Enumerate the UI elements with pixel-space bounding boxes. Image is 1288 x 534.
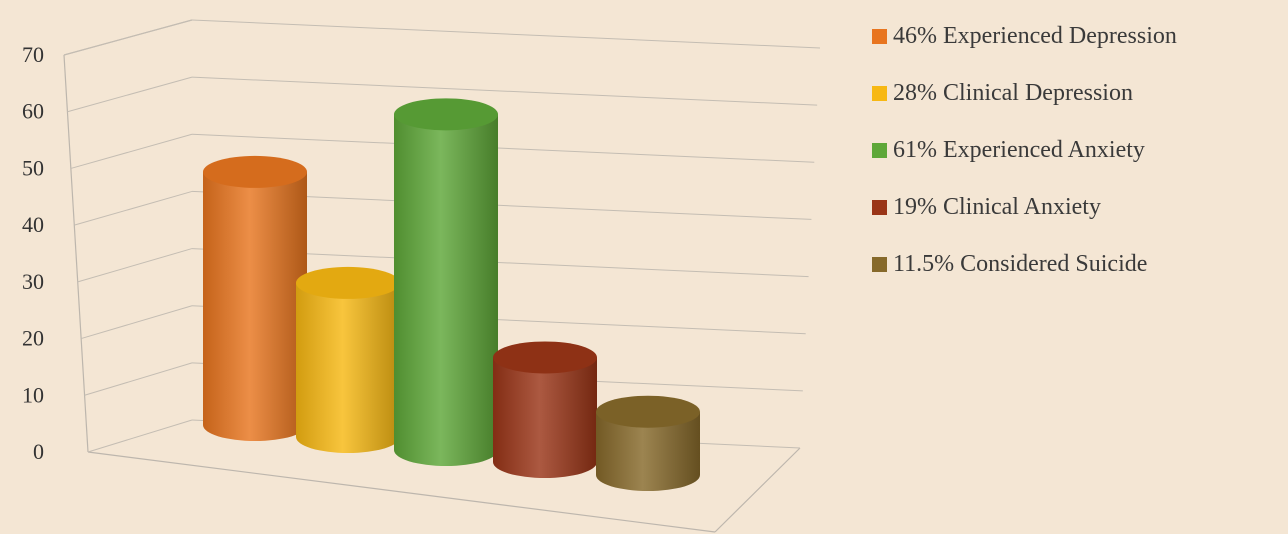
bar-body [296,282,400,453]
gridline-side [81,305,193,340]
gridline-side [87,419,193,453]
y-tick-label: 10 [22,382,44,407]
gridline-side [74,190,193,226]
legend-swatch [872,200,887,215]
y-tick-label: 20 [22,326,44,351]
y-tick-label: 60 [22,99,44,124]
legend-item: 61% Experienced Anxiety [872,122,1177,179]
gridline-side [67,76,193,113]
bar-body [203,171,307,442]
y-tick-label: 30 [22,269,44,294]
gridline-back [191,76,818,106]
legend-swatch [872,143,887,158]
floor-front-line [87,451,716,533]
bar [394,98,498,466]
legend-label: 46% Experienced Depression [893,23,1177,49]
bar [596,395,700,491]
gridline-side [63,19,193,56]
gridline-back [191,19,821,49]
legend-label: 28% Clinical Depression [893,80,1133,106]
legend-label: 19% Clinical Anxiety [893,194,1101,220]
legend-label: 61% Experienced Anxiety [893,137,1145,163]
y-tick-label: 0 [33,439,44,464]
bar-top [596,395,700,428]
gridline-side [70,133,193,169]
bar-top [203,155,307,188]
y-tick-label: 40 [22,212,44,237]
bars [203,98,700,491]
bar [296,266,400,453]
y-tick-label: 50 [22,155,44,180]
legend: 46% Experienced Depression 28% Clinical … [872,8,1177,293]
bar-top [394,98,498,131]
bar-top [493,341,597,374]
bar-body [596,411,700,491]
legend-label: 11.5% Considered Suicide [893,251,1148,277]
gridline-side [84,362,193,396]
legend-swatch [872,257,887,272]
bar-top [296,266,400,299]
bar-body [493,357,597,478]
bar [203,155,307,442]
bar-body [394,114,498,466]
legend-item: 28% Clinical Depression [872,65,1177,122]
y-tick-label: 70 [22,42,44,67]
y-axis-ticks: 0 10 20 30 40 50 60 70 [22,42,44,464]
legend-swatch [872,86,887,101]
legend-item: 46% Experienced Depression [872,8,1177,65]
left-axis-line [63,54,89,453]
legend-item: 19% Clinical Anxiety [872,179,1177,236]
bar-chart: 0 10 20 30 40 50 60 70 [22,19,821,533]
legend-item: 11.5% Considered Suicide [872,236,1177,293]
gridline-side [77,248,193,283]
bar [493,341,597,478]
floor-right-line [714,447,801,533]
legend-swatch [872,29,887,44]
gridline-back [191,133,815,163]
